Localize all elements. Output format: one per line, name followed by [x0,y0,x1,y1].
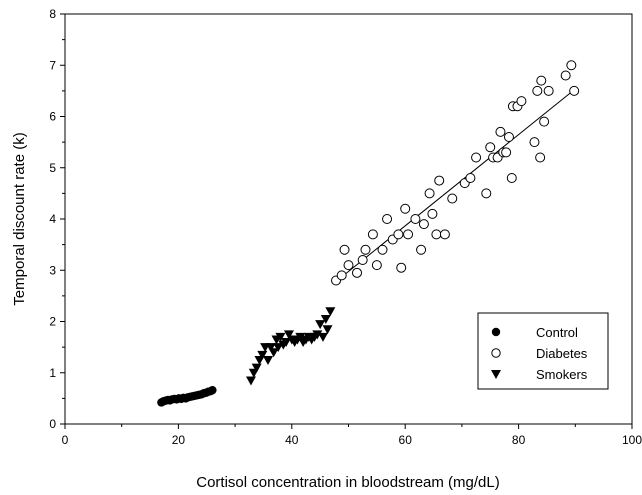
y-tick-label: 0 [49,417,56,431]
diabetes-point [465,173,476,183]
smokers-point [245,376,256,386]
diabetes-point [377,244,388,255]
diabetes-point [367,229,378,240]
legend-smokers-icon [491,370,501,379]
diabetes-point [471,152,482,163]
x-tick-label: 80 [512,433,526,447]
smokers-point [325,307,336,317]
diabetes-point [439,229,450,240]
diabetes-point [410,214,421,224]
diabetes-point [352,267,363,278]
diabetes-point [535,152,546,163]
smokers-point [312,330,323,340]
y-tick-label: 8 [49,7,56,21]
diabetes-point [447,193,458,204]
diabetes-point [339,244,350,255]
smokers-point [268,348,279,358]
y-tick-label: 6 [49,110,56,124]
diabetes-point [532,85,543,96]
y-tick-label: 5 [49,161,56,175]
diabetes-point [536,75,547,86]
y-tick-label: 4 [49,212,56,226]
data-points [157,60,580,407]
diabetes-point [539,116,550,127]
smokers-point [322,325,333,335]
diabetes-point [424,188,435,199]
legend-control-label: Control [536,325,578,340]
diabetes-point [371,260,382,271]
smokers-point [262,355,273,365]
diabetes-point [434,175,445,186]
smokers-point [275,332,286,342]
y-axis: 0 1 2 3 4 5 6 7 8 [49,7,65,431]
smokers-point [257,350,268,360]
diabetes-point [431,229,442,240]
diabetes-point [569,85,580,96]
diabetes-point [506,173,517,183]
diabetes-point [418,219,429,230]
diabetes-point [566,60,577,71]
diabetes-point [485,142,496,153]
regression-line [335,89,575,282]
diabetes-point [495,126,506,137]
diabetes-point [543,85,554,96]
diabetes-point [400,203,411,214]
diabetes-point [501,147,512,158]
smokers-point [315,320,326,330]
x-axis: 0 20 40 60 80 100 [62,424,642,447]
x-axis-title: Cortisol concentration in bloodstream (m… [196,474,499,491]
legend: Control Diabetes Smokers [477,312,609,390]
diabetes-point [403,229,414,240]
smokers-point [295,332,306,342]
legend-box [477,312,609,390]
y-axis-title: Temporal discount rate (k) [11,132,28,305]
diabetes-point [529,137,540,148]
legend-control-icon [491,327,501,337]
diabetes-point [560,70,571,81]
diabetes-point [357,255,368,265]
diabetes-point [336,270,347,281]
x-tick-label: 20 [172,433,186,447]
x-tick-label: 100 [622,433,642,447]
smokers-point [273,343,284,353]
smokers-point [265,343,276,353]
diabetes-point [503,132,514,142]
x-tick-label: 40 [285,433,299,447]
diabetes-point [427,208,438,219]
diabetes-point [416,244,427,255]
diabetes-point [396,262,407,273]
y-tick-label: 2 [49,315,56,329]
smokers-point [317,332,328,342]
diabetes-point [343,260,354,271]
x-tick-label: 60 [399,433,413,447]
legend-diabetes-label: Diabetes [536,346,588,361]
diabetes-point [516,96,527,107]
legend-smokers-label: Smokers [536,367,588,382]
y-tick-label: 1 [49,366,56,380]
smokers-point [281,338,292,347]
x-tick-label: 0 [62,433,69,447]
smokers-point [320,314,331,324]
y-tick-label: 3 [49,263,56,277]
smokers-point [283,330,294,340]
diabetes-point [393,229,404,240]
diabetes-point [382,214,393,224]
legend-diabetes-icon [491,348,501,358]
diabetes-point [481,188,492,199]
control-point [208,385,217,395]
y-tick-label: 7 [49,58,56,72]
smokers-point [251,363,262,373]
diabetes-point [360,244,371,255]
